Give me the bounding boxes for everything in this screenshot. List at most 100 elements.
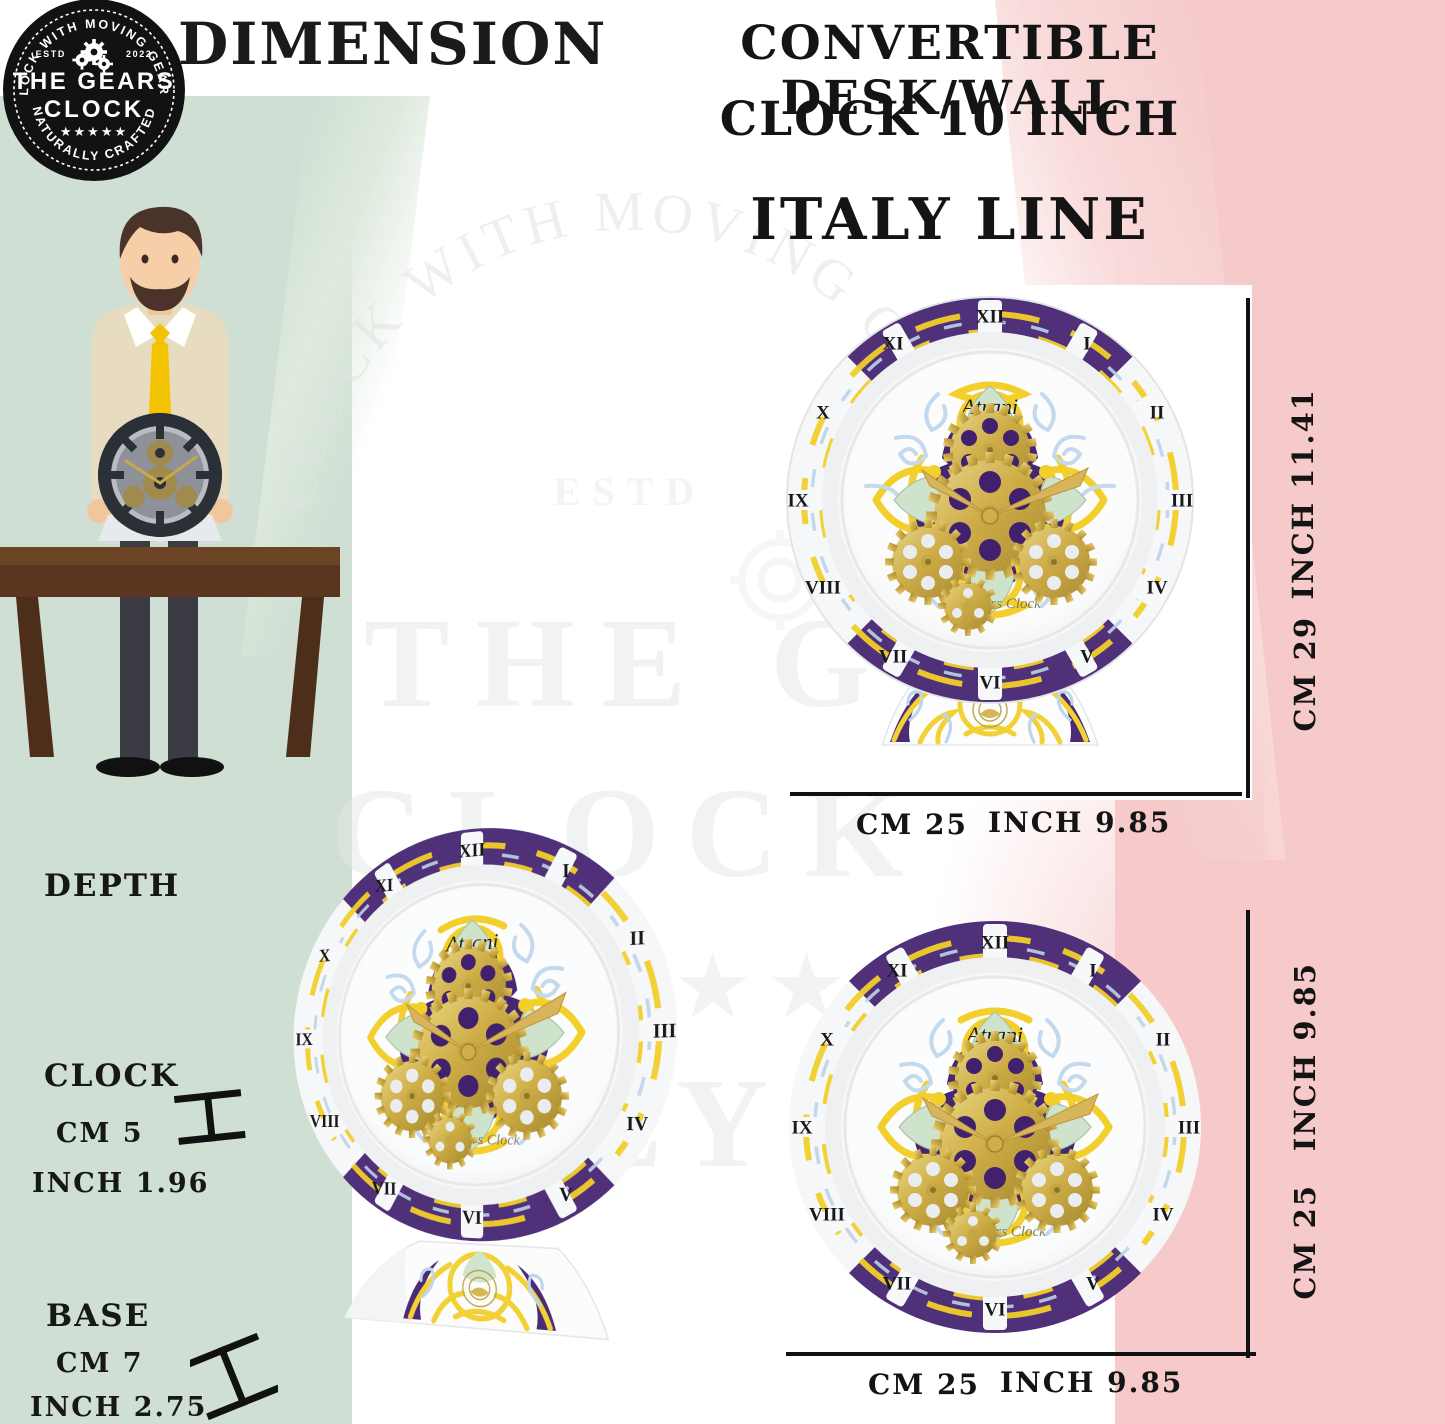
numeral-2: II	[1150, 402, 1165, 423]
measure-top-height-inch: INCH 11.41	[1286, 388, 1320, 600]
numeral-10: X	[820, 1029, 834, 1050]
dimension-line-top-height	[1246, 298, 1250, 798]
numeral-9: IX	[787, 490, 808, 511]
dimension-line-bottom-width	[786, 1352, 1256, 1356]
numeral-12: XII	[459, 838, 486, 862]
clock-svg-top: XII I II III IV V VI VII VIII IX X XI	[786, 296, 1194, 746]
person-mouth	[149, 283, 171, 289]
minute-hand	[994, 1092, 1099, 1145]
numeral-8: VIII	[805, 577, 841, 598]
numeral-2: II	[1156, 1029, 1171, 1050]
hour-hand	[920, 468, 991, 517]
depth-base-cm: CM 7	[56, 1348, 144, 1379]
gear-right	[1011, 519, 1097, 605]
desk-leg-left	[16, 597, 54, 757]
product-title-line2: CLOCK 10 INCH	[719, 92, 1181, 147]
numeral-2: II	[630, 926, 646, 950]
numeral-7: VII	[883, 1273, 912, 1294]
measure-bottom-height-cm: CM 25	[1288, 1184, 1322, 1300]
numeral-5: V	[1080, 646, 1094, 667]
numeral-11: XI	[886, 960, 907, 981]
desk-clock-hands	[124, 455, 198, 485]
depth-clock-label: CLOCK	[44, 1058, 180, 1094]
depth-base-ibar-icon	[190, 1332, 278, 1421]
measure-top-width-inch: INCH 9.85	[988, 806, 1172, 839]
logo-gear-icon	[72, 39, 113, 73]
dimension-line-top-width	[790, 792, 1242, 796]
hour-hand	[921, 1096, 996, 1145]
person-shoe-right	[160, 757, 224, 777]
desk-apron	[0, 565, 340, 597]
person-collar-right	[160, 307, 196, 347]
clock-numerals-wall: XII I II III IV V VI VII VIII IX X XI	[791, 932, 1200, 1320]
numeral-5: V	[1086, 1273, 1100, 1294]
numeral-9: IX	[791, 1117, 812, 1138]
gear-left	[890, 1147, 976, 1233]
numeral-3: III	[653, 1019, 677, 1043]
numeral-8: VIII	[809, 1204, 845, 1225]
numeral-3: III	[1171, 490, 1193, 511]
person-hand-left	[87, 499, 111, 523]
person-beard	[130, 277, 190, 311]
measure-bottom-width-inch: INCH 9.85	[1000, 1366, 1184, 1399]
numeral-4: IV	[626, 1112, 648, 1135]
numeral-4: IV	[1152, 1204, 1173, 1225]
measure-bottom-height-inch: INCH 9.85	[1288, 962, 1322, 1152]
scene-illustration	[0, 206, 340, 777]
gear-bottom	[943, 1204, 1003, 1264]
numeral-7: VII	[372, 1177, 397, 1199]
numeral-12: XII	[981, 932, 1010, 953]
desk-clock-dark	[98, 413, 222, 543]
person-tie-knot	[150, 323, 170, 345]
depth-clock-cm: CM 5	[56, 1118, 144, 1149]
person-hand-right	[209, 499, 233, 523]
numeral-12: XII	[976, 306, 1005, 327]
measure-bottom-width-cm: CM 25	[868, 1368, 980, 1401]
gear-right	[485, 1051, 569, 1140]
depth-base-inch: INCH 2.75	[30, 1392, 208, 1423]
numeral-1: I	[562, 859, 569, 882]
numeral-3: III	[1178, 1117, 1200, 1138]
numeral-11: XI	[882, 333, 903, 354]
clock-product-wall: XII I II III IV V VI VII VIII IX X XI	[780, 912, 1210, 1342]
numeral-6: VI	[462, 1206, 482, 1228]
logo-name-line1: THE GEARS	[12, 68, 176, 95]
clock-hands-top	[920, 466, 1090, 525]
hands-cap	[981, 507, 999, 525]
clock-product-front-with-base: XII I II III IV V VI VII VIII IX X XI	[770, 290, 1210, 800]
scale-reference-scene	[0, 195, 352, 825]
brand-logo-badge: CLOCK WITH MOVING GEARS NATURALLY CRAFTE…	[6, 2, 182, 178]
logo-estd-row: ESTD 2022	[6, 49, 182, 59]
dimension-line-bottom-height	[1246, 910, 1250, 1358]
logo-estd-year: 2022	[125, 49, 153, 59]
numeral-7: VII	[879, 646, 908, 667]
brand-logo-arcs: CLOCK WITH MOVING GEARS NATURALLY CRAFTE…	[6, 2, 180, 176]
clock-svg-angled: XII I II III IV V VI VII VIII IX X XI	[296, 808, 677, 1423]
minute-hand	[989, 466, 1090, 517]
clock-svg-wall: XII I II III IV V VI VII VIII IX X XI	[789, 920, 1201, 1334]
logo-estd-label: ESTD	[35, 49, 66, 59]
numeral-6: VI	[984, 1299, 1005, 1320]
numeral-10: X	[816, 402, 830, 423]
product-title-line3: ITALY LINE	[750, 186, 1150, 253]
logo-stars: ★★★★★	[59, 124, 129, 139]
person-eye-left	[141, 254, 149, 264]
numeral-6: VI	[979, 672, 1000, 693]
person-collar-left	[124, 307, 160, 347]
logo-name-line2: CLOCK	[43, 96, 145, 123]
numeral-5: V	[559, 1183, 573, 1206]
person-hair	[119, 206, 203, 259]
hands-cap	[986, 1135, 1004, 1153]
numeral-9: IX	[296, 1029, 313, 1050]
clock-product-angled-with-base: XII I II III IV V VI VII VIII IX X XI	[290, 777, 681, 1423]
measure-top-width-cm: CM 25	[856, 808, 968, 841]
page-title-dimension: DIMENSION	[178, 10, 608, 78]
gear-right	[1014, 1147, 1100, 1233]
desk-top	[0, 547, 340, 565]
depth-clock-inch: INCH 1.96	[32, 1168, 210, 1199]
gear-bottom	[422, 1109, 478, 1170]
depth-base-label: BASE	[46, 1298, 151, 1334]
person-eye-right	[171, 254, 179, 264]
measure-top-height-cm: CM 29	[1288, 616, 1322, 732]
depth-heading: DEPTH	[44, 868, 181, 904]
